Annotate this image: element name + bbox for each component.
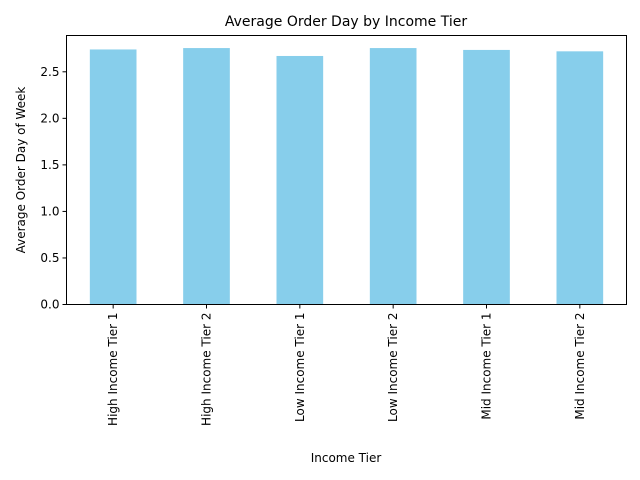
y-tick-label: 0.0 <box>40 298 59 312</box>
bars-group <box>89 48 604 305</box>
x-tick-label: Mid Income Tier 2 <box>573 313 587 420</box>
y-tick-label: 1.5 <box>40 158 59 172</box>
x-tick-label: Mid Income Tier 1 <box>480 313 494 420</box>
x-tick-label: High Income Tier 2 <box>200 313 214 426</box>
x-tick-label: Low Income Tier 1 <box>293 313 307 422</box>
bar-mid-income-tier-1 <box>463 49 510 305</box>
chart-title: Average Order Day by Income Tier <box>225 14 467 30</box>
y-tick-label: 2.5 <box>40 65 59 79</box>
bar-low-income-tier-1 <box>276 55 324 305</box>
x-tick-label: Low Income Tier 2 <box>386 313 400 422</box>
y-tick-label: 1.0 <box>40 204 59 218</box>
y-axis-label: Average Order Day of Week <box>14 87 28 254</box>
plot-frame <box>66 35 627 305</box>
bar-high-income-tier-2 <box>183 48 230 305</box>
x-axis-label: Income Tier <box>311 451 382 465</box>
y-tick-label: 2.0 <box>40 111 59 125</box>
bar-mid-income-tier-2 <box>556 51 604 305</box>
y-axis: 0.0 0.5 1.0 1.5 2.0 2.5 <box>40 65 67 312</box>
bar-high-income-tier-1 <box>89 49 137 305</box>
x-axis: High Income Tier 1 High Income Tier 2 Low … <box>106 304 587 426</box>
y-tick-label: 0.5 <box>40 251 59 265</box>
x-tick-label: High Income Tier 1 <box>106 313 120 426</box>
bar-low-income-tier-2 <box>369 48 417 305</box>
